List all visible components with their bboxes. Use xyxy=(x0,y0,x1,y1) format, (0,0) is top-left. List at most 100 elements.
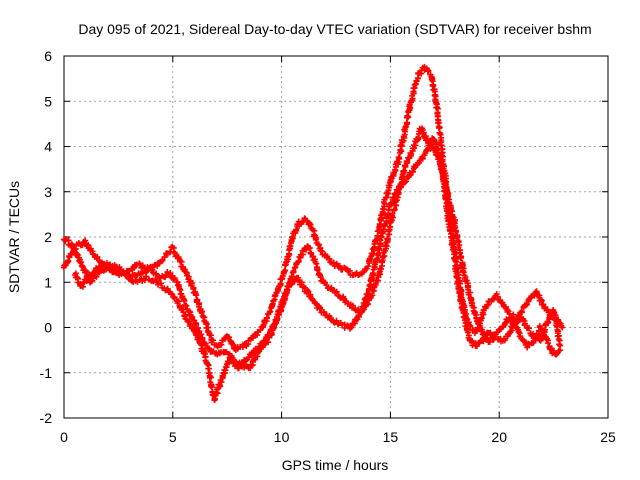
data-point xyxy=(538,325,545,332)
data-point xyxy=(293,226,300,233)
data-point xyxy=(320,308,327,315)
data-point xyxy=(218,379,225,386)
data-point xyxy=(377,266,384,273)
data-point xyxy=(401,167,408,174)
y-tick-label: 3 xyxy=(44,184,52,200)
data-point xyxy=(447,227,454,234)
data-point xyxy=(355,313,362,320)
data-point xyxy=(364,301,371,308)
data-point xyxy=(289,233,296,240)
y-tick-label: -1 xyxy=(40,365,53,381)
data-point xyxy=(502,303,509,310)
data-point xyxy=(392,166,399,173)
data-point xyxy=(306,245,313,252)
data-point xyxy=(314,267,321,274)
y-tick-label: 5 xyxy=(44,93,52,109)
data-point xyxy=(171,275,178,282)
data-point xyxy=(161,254,168,261)
data-point xyxy=(407,171,414,178)
data-point xyxy=(315,241,322,248)
data-point xyxy=(226,334,233,341)
data-point xyxy=(425,67,432,74)
y-tick-label: -2 xyxy=(40,410,53,426)
data-point xyxy=(209,337,216,344)
data-point xyxy=(245,354,252,361)
data-point xyxy=(79,283,86,290)
data-point xyxy=(183,302,190,309)
data-point xyxy=(403,178,410,185)
data-point xyxy=(543,336,550,343)
data-point xyxy=(65,257,72,264)
data-point xyxy=(456,242,463,249)
data-point xyxy=(66,254,73,261)
data-point xyxy=(168,290,175,297)
data-point xyxy=(436,124,443,131)
data-point xyxy=(282,261,289,268)
data-point xyxy=(284,287,291,294)
data-point xyxy=(523,301,530,308)
data-point xyxy=(333,288,340,295)
data-point xyxy=(545,340,552,347)
x-tick-label: 10 xyxy=(274,429,290,445)
data-point xyxy=(288,281,295,288)
data-point xyxy=(190,284,197,291)
data-point xyxy=(185,273,192,280)
data-point xyxy=(153,278,160,285)
data-point xyxy=(369,270,376,277)
data-point xyxy=(265,339,272,346)
data-point xyxy=(453,228,460,235)
grid xyxy=(64,56,608,418)
data-point xyxy=(380,226,387,233)
data-point xyxy=(148,266,155,273)
data-point xyxy=(78,259,85,266)
x-tick-label: 5 xyxy=(169,429,177,445)
data-point xyxy=(333,317,340,324)
data-point xyxy=(490,336,497,343)
x-tick-label: 0 xyxy=(60,429,68,445)
data-point xyxy=(435,119,442,126)
data-point xyxy=(408,151,415,158)
data-point xyxy=(116,264,123,271)
data-point xyxy=(508,316,515,323)
data-point xyxy=(526,325,533,332)
data-point xyxy=(298,279,305,286)
data-point xyxy=(457,255,464,262)
data-point xyxy=(530,339,537,346)
y-axis-label: SDTVAR / TECUs xyxy=(6,181,22,293)
data-point xyxy=(446,200,453,207)
data-point xyxy=(182,268,189,275)
x-tick-label: 20 xyxy=(491,429,507,445)
data-point xyxy=(307,221,314,228)
data-point xyxy=(208,384,215,391)
data-point xyxy=(164,285,171,292)
data-point xyxy=(484,335,491,342)
data-point xyxy=(82,237,89,244)
data-point xyxy=(475,318,482,325)
data-point xyxy=(459,306,466,313)
data-point xyxy=(143,273,150,280)
y-tick-label: 2 xyxy=(44,229,52,245)
data-point xyxy=(524,344,531,351)
data-point xyxy=(521,320,528,327)
data-point xyxy=(282,267,289,274)
data-point xyxy=(559,324,566,331)
chart-title: Day 095 of 2021, Sidereal Day-to-day VTE… xyxy=(78,21,591,37)
data-point xyxy=(518,308,525,315)
data-point xyxy=(463,277,470,284)
data-point xyxy=(501,337,508,344)
x-axis-ticks: 0 5 10 15 20 25 xyxy=(60,56,616,445)
data-point xyxy=(73,250,80,257)
data-point xyxy=(125,272,132,279)
data-point xyxy=(267,308,274,315)
data-point xyxy=(398,148,405,155)
data-point xyxy=(187,320,194,327)
data-point xyxy=(429,143,436,150)
data-point xyxy=(157,280,164,287)
y-tick-label: 4 xyxy=(44,139,52,155)
data-point xyxy=(360,299,367,306)
data-point xyxy=(305,288,312,295)
data-point xyxy=(455,285,462,292)
data-point xyxy=(349,302,356,309)
data-point xyxy=(290,268,297,275)
